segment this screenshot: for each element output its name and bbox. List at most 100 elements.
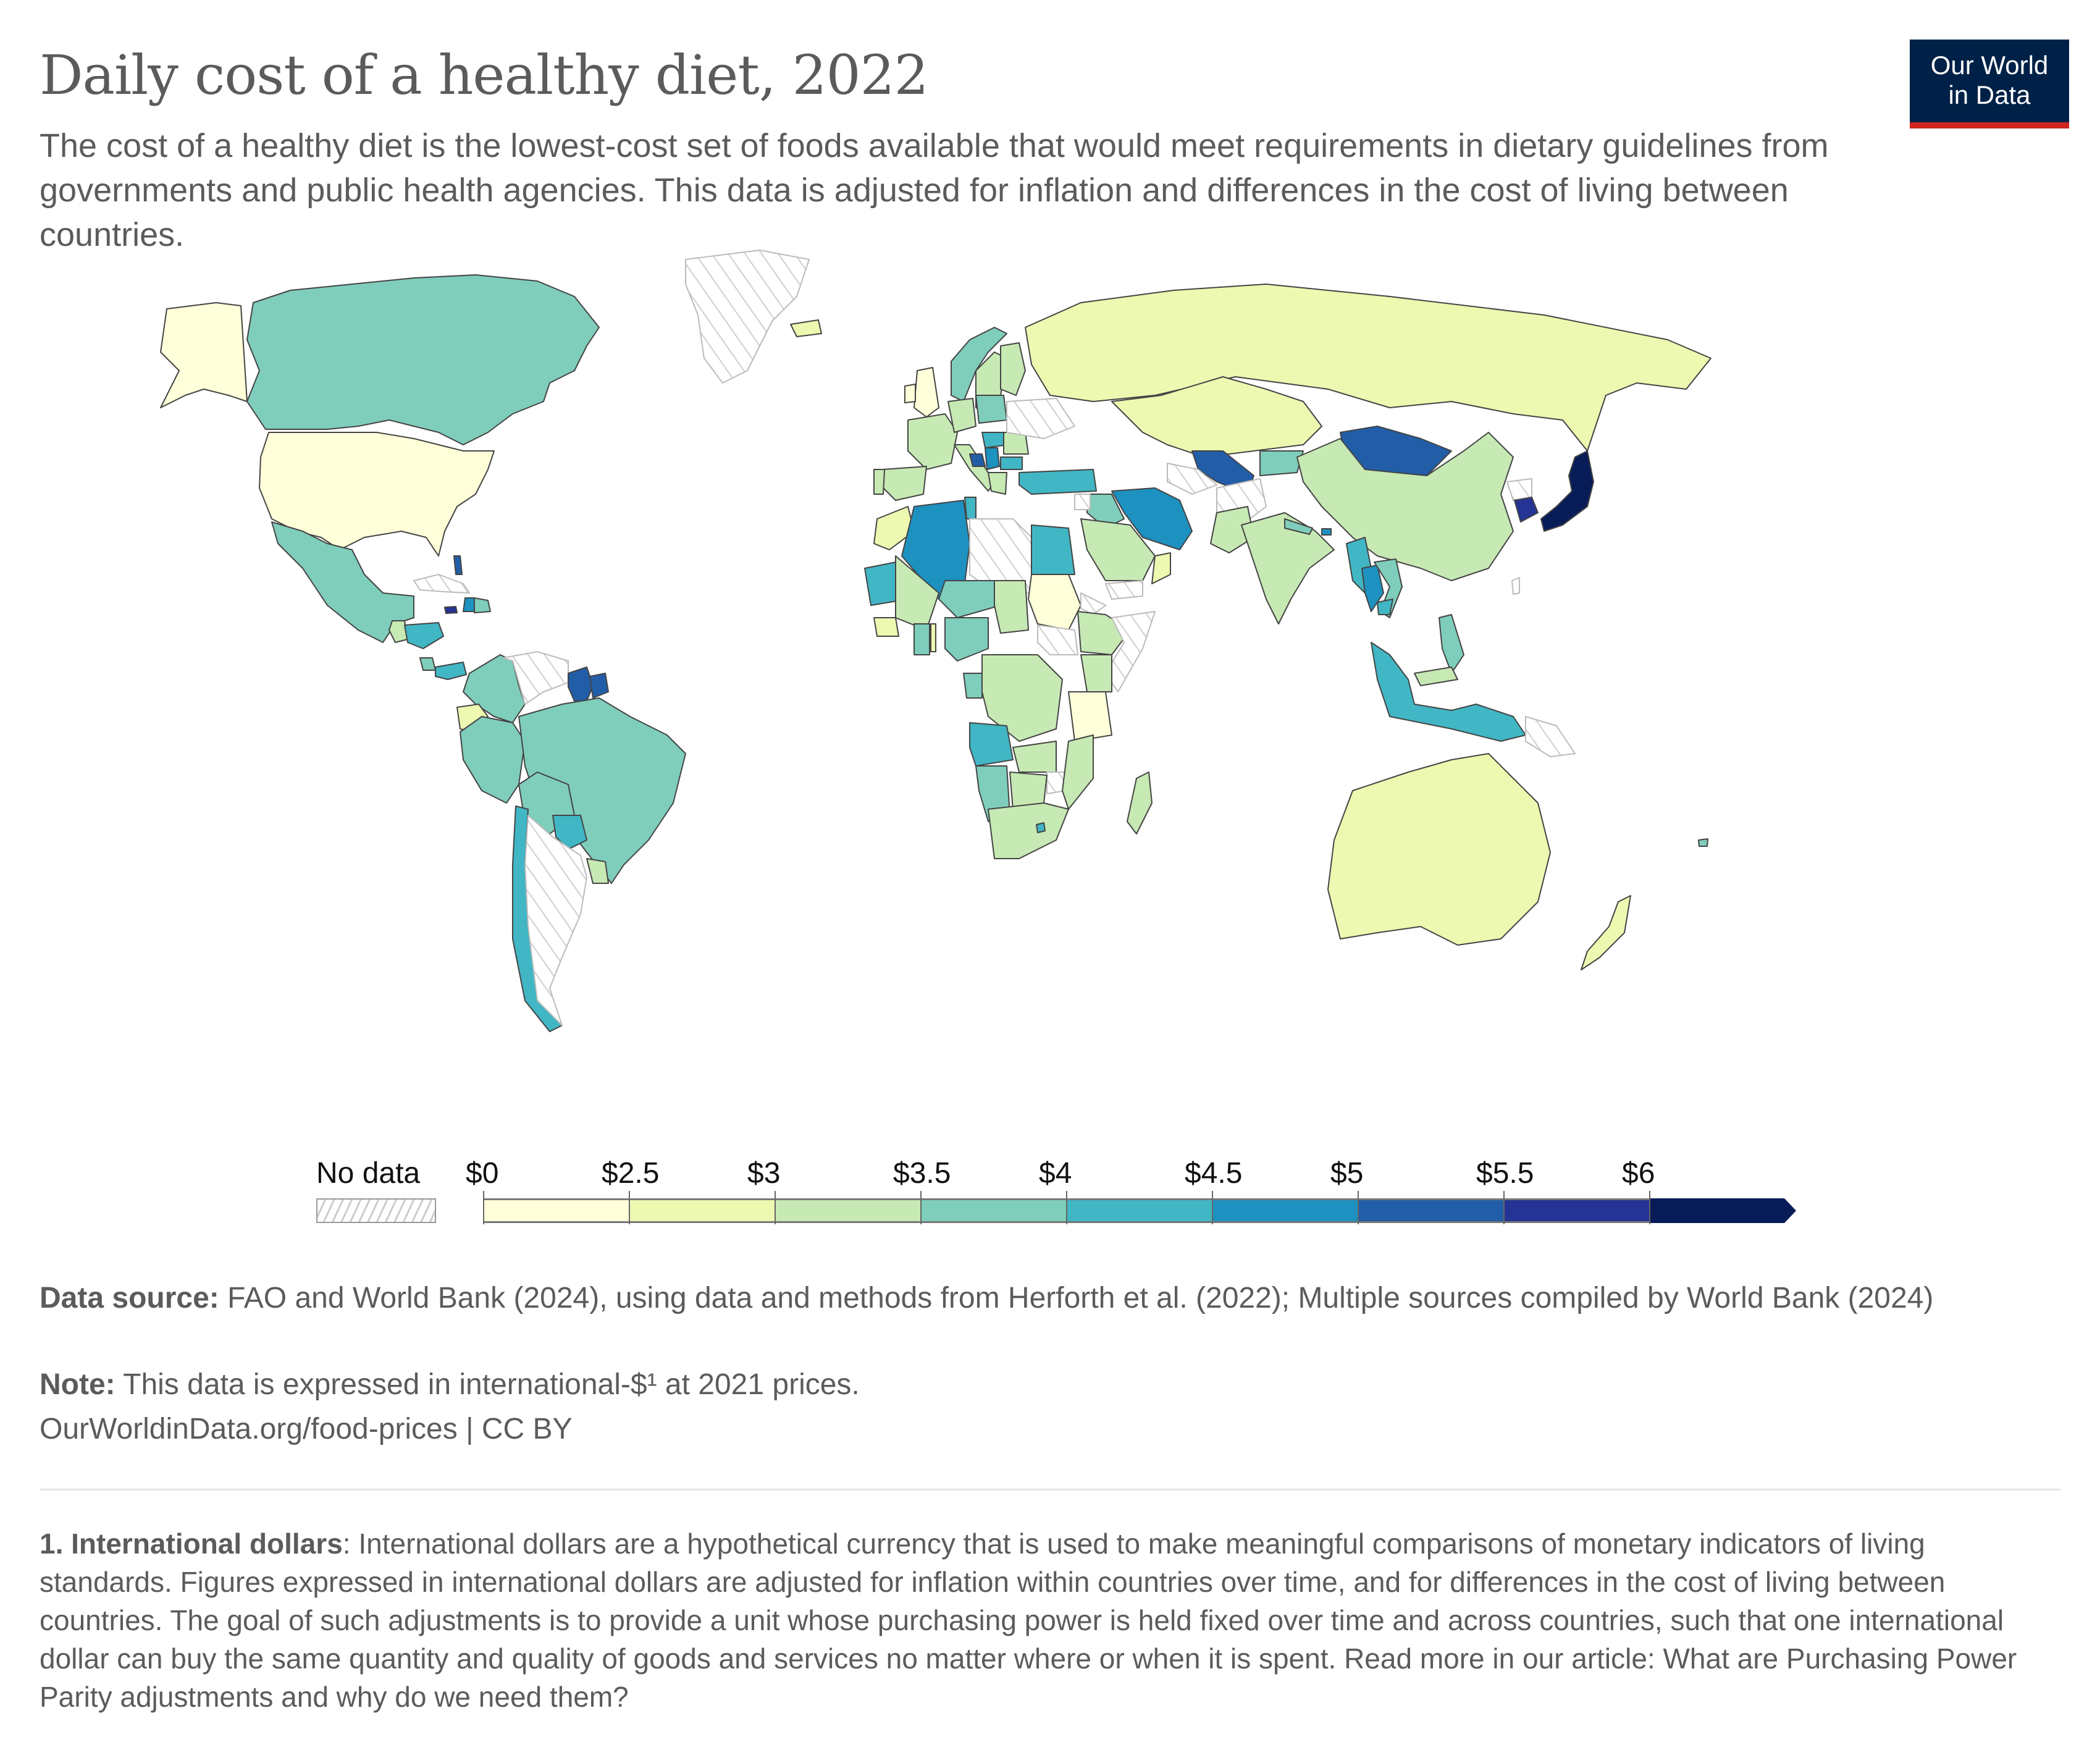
country-turkmenistan[interactable]: Turkmenistan — [1167, 463, 1217, 495]
country-argentina[interactable]: Argentina — [524, 815, 587, 1026]
country-north-korea[interactable]: North Korea — [1506, 478, 1532, 501]
country-kyrgyzstan[interactable]: Kyrgyzstan — [1259, 450, 1304, 476]
country-malaysia[interactable]: Malaysia — [1414, 666, 1458, 686]
legend-bin-6[interactable] — [1358, 1198, 1503, 1223]
country-zambia[interactable]: Zambia — [1012, 741, 1057, 773]
country-south-korea[interactable]: South Korea — [1514, 497, 1539, 523]
country-iceland[interactable]: Iceland — [790, 319, 822, 337]
country-bahamas[interactable]: Bahamas — [453, 555, 463, 575]
country-cuba[interactable]: Cuba — [413, 574, 470, 594]
country-china[interactable]: China — [1296, 432, 1514, 581]
country-united-kingdom[interactable]: United Kingdom — [914, 367, 939, 418]
legend-bin-3[interactable] — [920, 1198, 1066, 1223]
country-alaska[interactable]: United States — [160, 302, 248, 408]
country-ukraine[interactable]: Ukraine — [1006, 398, 1075, 439]
country-gabon[interactable]: Gabon — [963, 673, 983, 699]
country-portugal[interactable]: Portugal — [873, 469, 885, 495]
country-sudan[interactable]: Sudan — [1028, 574, 1082, 631]
country-australia[interactable]: Australia — [1327, 753, 1551, 946]
country-serbia[interactable]: Serbia — [985, 447, 1000, 470]
country-dr-congo[interactable]: DR Congo — [981, 654, 1063, 742]
legend-bin-0[interactable] — [483, 1198, 629, 1223]
country-syria[interactable]: Syria — [1074, 494, 1091, 510]
country-bosnia-and-herzegovina[interactable]: Bosnia and Herzegovina — [969, 453, 986, 467]
country-honduras[interactable]: Honduras — [404, 622, 444, 649]
country-new-zealand[interactable]: New Zealand — [1581, 895, 1631, 970]
country-indonesia[interactable]: Indonesia — [1371, 642, 1526, 742]
country-jamaica[interactable]: Jamaica — [444, 606, 458, 614]
country-chad[interactable]: Chad — [994, 580, 1029, 634]
country-united-states[interactable]: United States — [259, 432, 495, 557]
country-cambodia[interactable]: Cambodia — [1377, 599, 1393, 615]
country-suriname[interactable]: Suriname — [589, 673, 609, 699]
country-niger[interactable]: Niger — [938, 580, 1001, 618]
country-bhutan[interactable]: Bhutan — [1321, 528, 1332, 536]
country-taiwan[interactable]: Taiwan — [1511, 577, 1520, 595]
country-russia[interactable]: Russia — [1025, 284, 1712, 452]
footnote-text[interactable]: : International dollars are a hypothetic… — [40, 1528, 2017, 1713]
country-tanzania[interactable]: Tanzania — [1068, 691, 1112, 742]
country-nepal[interactable]: Nepal — [1284, 518, 1313, 535]
country-egypt[interactable]: Egypt — [1031, 524, 1075, 575]
country-greenland[interactable]: Greenland — [685, 250, 810, 384]
country-germany[interactable]: Germany — [947, 398, 976, 433]
legend-bin-2[interactable] — [775, 1198, 920, 1223]
country-papua-new-guinea[interactable]: Papua New Guinea — [1525, 716, 1576, 757]
country-eritrea[interactable]: Eritrea — [1080, 592, 1106, 615]
country-france[interactable]: France — [907, 413, 958, 470]
country-madagascar[interactable]: Madagascar — [1127, 772, 1153, 835]
country-south-africa[interactable]: South Africa — [988, 802, 1069, 859]
country-philippines[interactable]: Philippines — [1438, 614, 1464, 674]
country-guatemala[interactable]: Guatemala — [388, 620, 408, 643]
country-turkey[interactable]: Turkey — [1018, 469, 1097, 495]
country-guyana[interactable]: Guyana — [568, 666, 594, 702]
country-ireland[interactable]: Ireland — [904, 384, 916, 403]
country-guinea[interactable]: Guinea — [873, 617, 899, 637]
legend-bin-4[interactable] — [1066, 1198, 1212, 1223]
country-panama[interactable]: Panama — [435, 662, 467, 680]
owid-logo[interactable]: Our World in Data — [1910, 40, 2069, 128]
country-paraguay[interactable]: Paraguay — [552, 815, 587, 850]
country-pakistan[interactable]: Pakistan — [1210, 506, 1254, 553]
legend-bin-5[interactable] — [1212, 1198, 1358, 1223]
country-haiti[interactable]: Haiti — [463, 597, 475, 612]
country-spain[interactable]: Spain — [883, 466, 927, 501]
country-mozambique[interactable]: Mozambique — [1062, 734, 1094, 810]
country-norway[interactable]: Norway — [951, 327, 1007, 402]
country-mexico[interactable]: Mexico — [271, 521, 414, 643]
country-south-sudan[interactable]: South Sudan — [1037, 624, 1078, 655]
country-somalia[interactable]: Somalia — [1105, 611, 1156, 692]
country-finland[interactable]: Finland — [1000, 342, 1026, 396]
country-costa-rica[interactable]: Costa Rica — [419, 657, 436, 671]
country-angola[interactable]: Angola — [969, 722, 1014, 767]
source-url[interactable]: OurWorldinData.org/food-prices | CC BY — [40, 1413, 573, 1445]
country-poland[interactable]: Poland — [975, 395, 1007, 424]
country-kazakhstan[interactable]: Kazakhstan — [1111, 376, 1322, 458]
country-oman[interactable]: Oman — [1151, 552, 1171, 584]
country-peru[interactable]: Peru — [460, 716, 526, 804]
country-bulgaria[interactable]: Bulgaria — [1000, 456, 1023, 470]
country-iran[interactable]: Iran — [1111, 487, 1193, 550]
country-kenya[interactable]: Kenya — [1080, 654, 1112, 692]
country-greece[interactable]: Greece — [988, 472, 1007, 495]
country-ghana[interactable]: Ghana — [914, 623, 930, 655]
country-mali[interactable]: Mali — [895, 555, 939, 631]
country-vietnam[interactable]: Vietnam — [1374, 558, 1403, 618]
country-fiji[interactable]: Fiji — [1698, 838, 1708, 847]
country-uruguay[interactable]: Uruguay — [586, 858, 609, 884]
legend-bin-7[interactable] — [1503, 1198, 1649, 1223]
country-yemen[interactable]: Yemen — [1105, 580, 1143, 600]
country-venezuela[interactable]: Venezuela — [503, 651, 569, 705]
country-lesotho[interactable]: Lesotho — [1036, 822, 1046, 833]
country-togo[interactable]: Togo — [930, 623, 936, 652]
country-india[interactable]: India — [1241, 512, 1335, 624]
legend-bin-1[interactable] — [629, 1198, 775, 1223]
country-morocco[interactable]: Morocco — [873, 506, 915, 550]
country-tunisia[interactable]: Tunisia — [964, 497, 976, 519]
country-canada[interactable]: Canada — [246, 274, 600, 445]
legend-bin-8[interactable] — [1649, 1198, 1796, 1223]
country-dominican-republic[interactable]: Dominican Republic — [474, 597, 491, 613]
country-nigeria[interactable]: Nigeria — [944, 617, 989, 662]
country-japan[interactable]: Japan — [1540, 450, 1594, 532]
legend-no-data-swatch[interactable] — [316, 1198, 436, 1223]
